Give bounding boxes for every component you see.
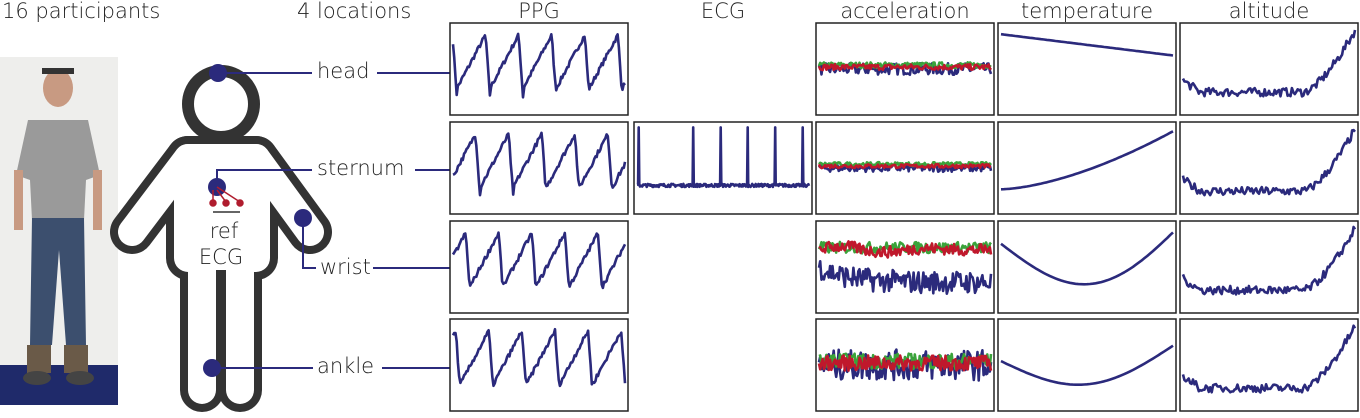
signal-trace: [817, 62, 993, 72]
signal-trace: [1181, 324, 1357, 394]
location-label: ankle: [317, 354, 374, 378]
ref-label: ref: [210, 219, 239, 243]
signal-trace: [452, 131, 627, 197]
signal-panel: [633, 121, 813, 215]
column-title: acceleration: [840, 0, 969, 23]
signal-panel: [997, 220, 1177, 314]
column-title: PPG: [518, 0, 560, 23]
signal-trace: [1181, 29, 1357, 98]
signal-panel: [997, 318, 1177, 412]
column-title: altitude: [1229, 0, 1310, 23]
signal-trace: [636, 126, 811, 189]
ref-electrodes: [209, 186, 244, 213]
signal-trace: [451, 327, 627, 388]
locations-label: 4 locations: [297, 0, 411, 23]
signal-trace: [1181, 128, 1356, 197]
signal-trace: [1181, 225, 1357, 296]
location-label: wrist: [320, 255, 371, 279]
signal-trace: [1000, 231, 1174, 286]
signal-panel: [815, 220, 995, 314]
participant-photo: [0, 57, 118, 405]
signal-trace: [1000, 130, 1174, 191]
signal-trace: [1000, 344, 1174, 386]
signal-trace: [817, 162, 992, 170]
column-title: ECG: [701, 0, 745, 23]
location-label: head: [317, 59, 369, 83]
signal-trace: [817, 354, 993, 372]
signal-panel: [449, 22, 629, 116]
body-outline: [110, 65, 332, 412]
signal-panel: [1179, 220, 1359, 314]
signal-panel: [1179, 121, 1359, 215]
signal-trace: [1000, 32, 1174, 57]
signal-trace: [451, 231, 627, 290]
column-title: temperature: [1021, 0, 1153, 23]
signal-trace: [817, 260, 993, 295]
participants-label: 16 participants: [2, 0, 160, 23]
signal-trace: [818, 240, 993, 259]
signal-trace: [451, 32, 626, 99]
ref-label: ECG: [199, 245, 243, 269]
signal-panel: [1179, 318, 1359, 412]
signal-panel: [997, 121, 1177, 215]
location-label: sternum: [317, 156, 404, 180]
